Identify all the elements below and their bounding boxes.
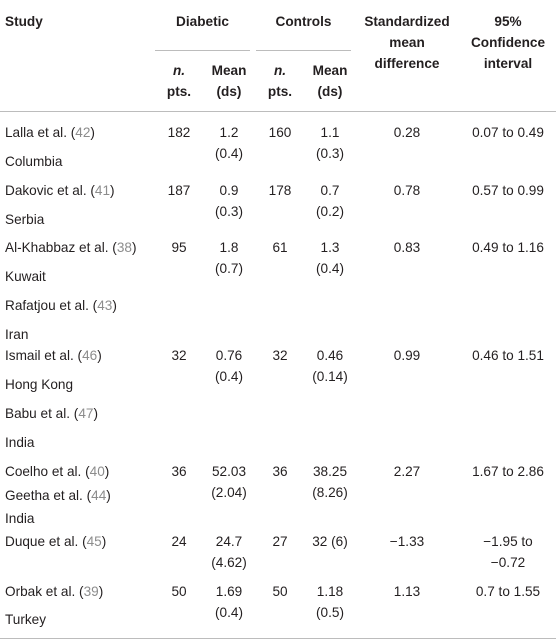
controls-sd: (0.3) xyxy=(316,146,344,161)
header-study: Study xyxy=(5,14,43,29)
controls-mean: 0.46 xyxy=(316,348,344,363)
header-controls-mean-line1: Mean xyxy=(312,63,348,78)
controls-n: 61 xyxy=(272,240,288,255)
diabetic-sd: (2.04) xyxy=(211,485,247,500)
header-controls-mean-line2: (ds) xyxy=(317,84,343,99)
header-diabetic-n-line2: pts. xyxy=(166,84,192,99)
header-diabetic-n-line1: n. xyxy=(172,63,186,78)
diabetic-sd: (4.62) xyxy=(211,555,247,570)
diabetic-sd: (0.3) xyxy=(215,204,243,219)
table-bottom-rule xyxy=(0,638,556,639)
header-smd-line3: difference xyxy=(374,56,440,71)
diabetic-sd: (0.4) xyxy=(215,369,243,384)
diabetic-mean: 1.69 xyxy=(215,584,243,599)
study-name-secondary: Rafatjou et al. (43) xyxy=(5,298,117,313)
ci-value: 0.49 to 1.16 xyxy=(472,240,544,255)
study-name: Coelho et al. (40) xyxy=(5,464,110,479)
study-name-secondary: Geetha et al. (44) xyxy=(5,488,111,503)
study-country-secondary: India xyxy=(5,435,35,450)
controls-mean: 1.18 xyxy=(316,584,344,599)
study-country: Columbia xyxy=(5,154,63,169)
header-ci-line1: 95% xyxy=(494,14,522,29)
study-name: Duque et al. (45) xyxy=(5,534,107,549)
study-name: Ismail et al. (46) xyxy=(5,348,102,363)
controls-n: 50 xyxy=(272,584,288,599)
controls-sd: (0.14) xyxy=(312,369,348,384)
header-bottom-rule xyxy=(0,111,556,112)
header-ci-line2: Confidence xyxy=(470,35,545,50)
study-country-secondary: Iran xyxy=(5,327,29,342)
ci-value: 0.7 to 1.55 xyxy=(475,584,541,599)
controls-mean: 0.7 xyxy=(320,183,340,198)
diabetic-mean: 52.03 xyxy=(211,464,247,479)
controls-n: 178 xyxy=(268,183,292,198)
diabetic-mean: 1.2 xyxy=(219,125,239,140)
diabetic-n: 182 xyxy=(167,125,191,140)
controls-n: 32 xyxy=(272,348,288,363)
study-country: India xyxy=(5,511,35,526)
ci-value: 0.57 to 0.99 xyxy=(472,183,544,198)
diabetic-sd: (0.4) xyxy=(215,146,243,161)
study-country: Kuwait xyxy=(5,269,46,284)
study-name: Lalla et al. (42) xyxy=(5,125,95,140)
smd-value: 1.13 xyxy=(393,584,421,599)
diabetic-n: 36 xyxy=(171,464,187,479)
controls-mean: 1.3 xyxy=(320,240,340,255)
header-controls-n-line1: n. xyxy=(273,63,287,78)
controls-sd: (0.4) xyxy=(316,261,344,276)
diabetic-n: 187 xyxy=(167,183,191,198)
controls-n: 160 xyxy=(268,125,292,140)
ci-value: 1.67 to 2.86 xyxy=(472,464,544,479)
header-diabetic-mean-line1: Mean xyxy=(211,63,247,78)
diabetic-sd: (0.4) xyxy=(215,605,243,620)
diabetic-n: 95 xyxy=(171,240,187,255)
smd-value: 0.83 xyxy=(393,240,421,255)
diabetic-n: 50 xyxy=(171,584,187,599)
diabetic-mean: 1.8 xyxy=(219,240,239,255)
header-diabetic-mean-line2: (ds) xyxy=(216,84,242,99)
diabetic-n: 24 xyxy=(171,534,187,549)
smd-value: −1.33 xyxy=(389,534,425,549)
diabetic-mean: 0.76 xyxy=(215,348,243,363)
smd-value: 0.28 xyxy=(393,125,421,140)
diabetic-mean: 0.9 xyxy=(219,183,239,198)
diabetic-n: 32 xyxy=(171,348,187,363)
header-group-rule-diabetic xyxy=(155,50,250,51)
diabetic-sd: (0.7) xyxy=(215,261,243,276)
study-name: Orbak et al. (39) xyxy=(5,584,104,599)
header-group-rule-controls xyxy=(256,50,351,51)
ci-value-line1: −1.95 to xyxy=(483,534,533,549)
controls-n: 36 xyxy=(272,464,288,479)
study-country: Serbia xyxy=(5,212,45,227)
controls-sd: (0.5) xyxy=(316,605,344,620)
study-name: Al-Khabbaz et al. (38) xyxy=(5,240,137,255)
ci-value: 0.46 to 1.51 xyxy=(472,348,544,363)
controls-n: 27 xyxy=(272,534,288,549)
controls-mean: 1.1 xyxy=(320,125,340,140)
study-name: Dakovic et al. (41) xyxy=(5,183,115,198)
header-ci-line3: interval xyxy=(483,56,533,71)
study-country: Turkey xyxy=(5,612,47,627)
controls-mean: 32 (6) xyxy=(312,534,348,549)
ci-value: 0.07 to 0.49 xyxy=(472,125,544,140)
header-controls-n-line2: pts. xyxy=(267,84,293,99)
diabetic-mean: 24.7 xyxy=(215,534,243,549)
smd-value: 0.99 xyxy=(393,348,421,363)
controls-sd: (0.2) xyxy=(316,204,344,219)
study-name-secondary: Babu et al. (47) xyxy=(5,406,98,421)
smd-value: 0.78 xyxy=(393,183,421,198)
header-controls: Controls xyxy=(275,14,332,29)
header-smd-line2: mean xyxy=(389,35,425,50)
smd-value: 2.27 xyxy=(393,464,421,479)
controls-mean: 38.25 xyxy=(312,464,348,479)
header-diabetic: Diabetic xyxy=(176,14,229,29)
header-smd-line1: Standardized xyxy=(364,14,450,29)
ci-value-line2: −0.72 xyxy=(490,555,526,570)
study-country: Hong Kong xyxy=(5,377,74,392)
controls-sd: (8.26) xyxy=(312,485,348,500)
